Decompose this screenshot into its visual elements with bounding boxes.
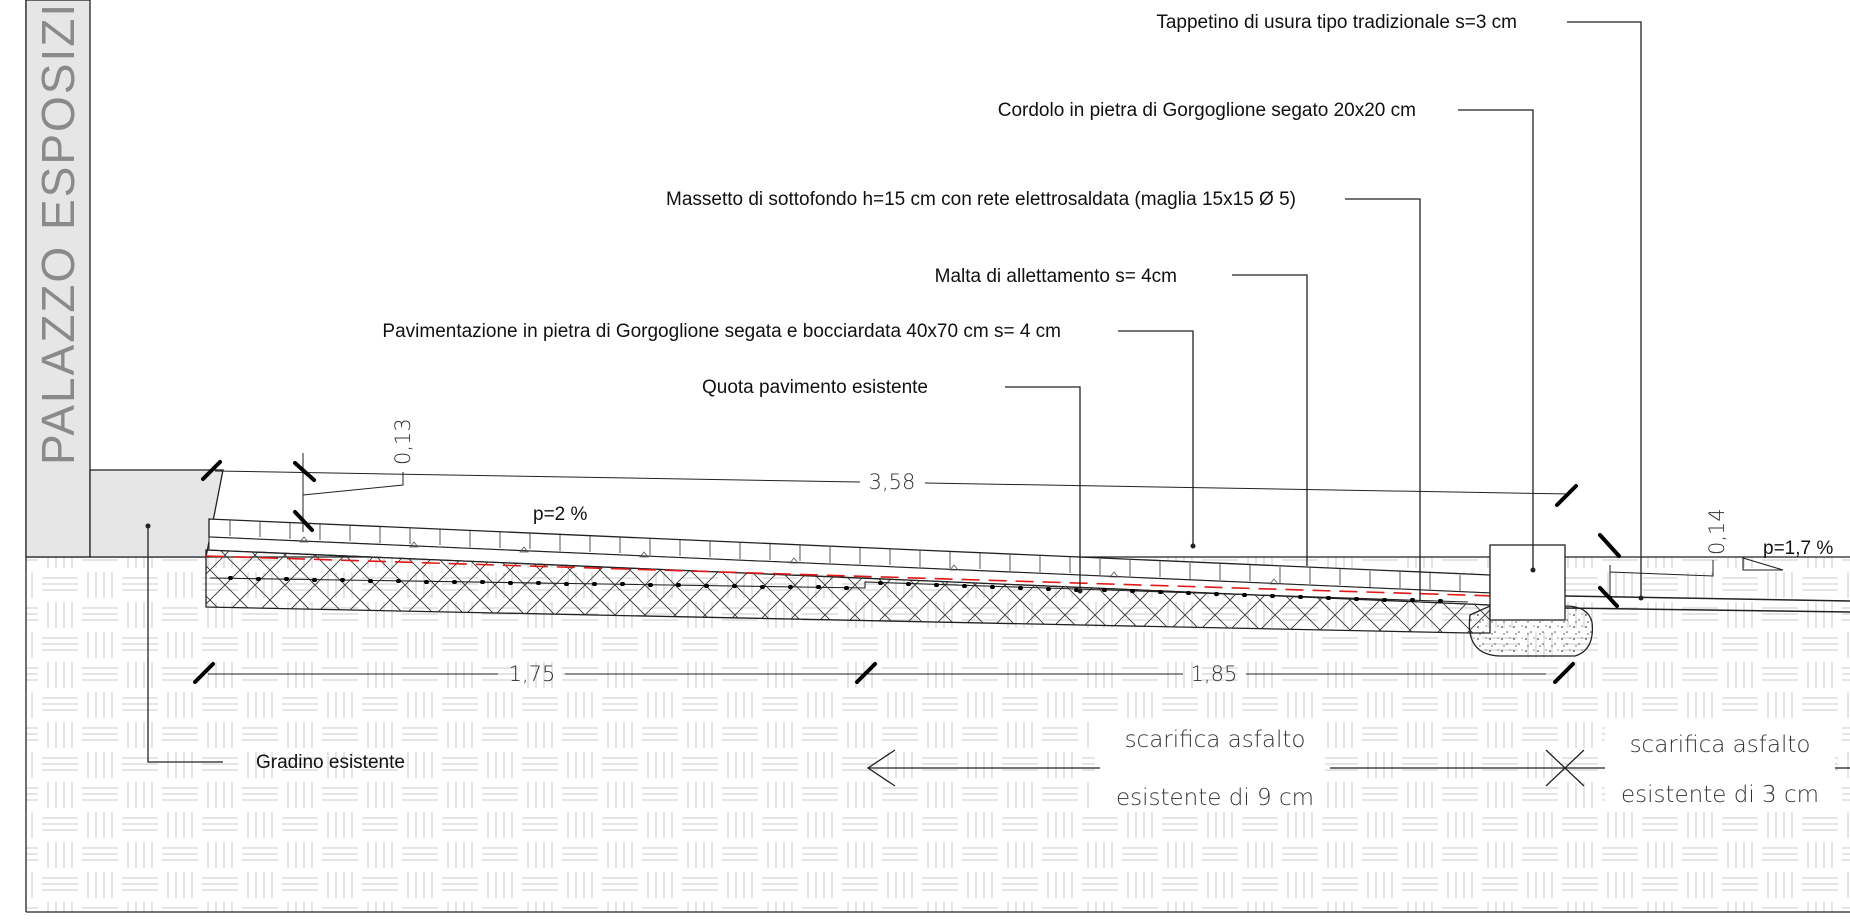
scarifica-cross — [1545, 749, 1585, 787]
tick-lower-left — [193, 662, 215, 684]
tick-height-right-bottom — [1598, 586, 1619, 608]
tick-height-right-top — [1598, 533, 1621, 558]
callout-malta: Malta di allettamento s= 4cm — [935, 266, 1177, 287]
dim-total: 3,58 — [869, 470, 916, 494]
building-label: PALAZZO ESPOSIZIONI — [32, 0, 84, 465]
curb-stone — [1489, 544, 1566, 621]
leader-quota — [1005, 386, 1081, 591]
slope-ramp: p=2 % — [533, 504, 588, 525]
leader-tappetino — [1567, 21, 1642, 598]
scarifica-arrow-left — [866, 749, 1100, 787]
note-left-line1: scarifica asfalto — [1125, 727, 1306, 753]
dim-line-height-right — [1609, 560, 1714, 600]
existing-level-axis — [205, 555, 1561, 599]
tick-height-left-top — [293, 461, 316, 482]
dim-height-left: 0,13 — [391, 418, 415, 465]
dim-segment-right: 1,85 — [1191, 662, 1238, 686]
callout-gradino: Gradino esistente — [256, 752, 405, 773]
leader-cordolo — [1458, 109, 1534, 570]
callout-massetto: Massetto di sottofondo h=15 cm con rete … — [666, 189, 1296, 210]
tick-total-left — [201, 460, 222, 481]
dim-segment-left: 1,75 — [509, 662, 556, 686]
quota-marker — [1077, 588, 1083, 594]
paving-joints — [229, 520, 1461, 591]
leader-gradino — [147, 526, 223, 763]
dim-height-right: 0,14 — [1705, 508, 1729, 555]
note-right-line2: esistente di 3 cm — [1621, 782, 1819, 808]
tick-height-left-bottom — [293, 510, 314, 532]
leader-massetto — [1345, 198, 1421, 600]
callout-cordolo: Cordolo in pietra di Gorgoglione segato … — [998, 100, 1416, 121]
building-wall — [25, 0, 91, 558]
pavimentazione-marker — [1190, 543, 1196, 549]
callout-quota: Quota pavimento esistente — [702, 377, 928, 398]
road-surface — [1564, 595, 1850, 613]
tick-lower-right — [1553, 662, 1575, 684]
note-left-bg — [1095, 722, 1325, 812]
slope-road-triangle — [1742, 557, 1784, 571]
dim-line-total — [214, 470, 1571, 495]
note-left-line2: esistente di 9 cm — [1116, 785, 1314, 811]
note-right-line1: scarifica asfalto — [1630, 732, 1811, 758]
malta-specks — [299, 536, 1279, 585]
dim-line-height-left — [302, 453, 404, 532]
callout-pavimentazione: Pavimentazione in pietra di Gorgoglione … — [382, 321, 1061, 342]
callout-tappetino: Tappetino di usura tipo tradizionale s=3… — [1156, 12, 1517, 33]
tick-total-right — [1555, 484, 1578, 507]
rebar-dots — [228, 576, 1443, 603]
existing-step — [89, 469, 224, 558]
note-right-bg — [1605, 722, 1835, 812]
leader-pavimentazione — [1118, 330, 1194, 546]
tick-lower-mid — [855, 662, 877, 684]
slope-road: p=1,7 % — [1763, 538, 1833, 559]
leader-malta — [1232, 274, 1308, 566]
